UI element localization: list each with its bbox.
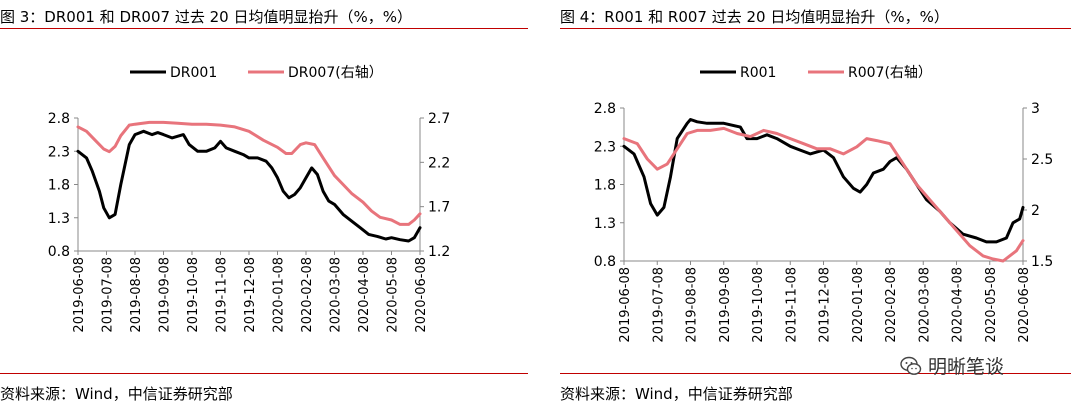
y-left-tick-label: 1.3 [48, 211, 70, 227]
legend-label: R007(右轴） [848, 65, 932, 81]
x-tick-label: 2020-03-08 [329, 257, 344, 333]
watermark: 明晰笔谈 [900, 352, 1004, 379]
y-left-tick-label: 1.3 [594, 216, 616, 232]
y-left-tick-label: 1.8 [48, 178, 70, 194]
line-chart-dr: 0.8 1.3 1.8 2.3 2.8 1.2 1.7 2.2 2.7 2019-06-08 201… [48, 65, 451, 333]
x-tick-label: 2020-02-08 [300, 257, 315, 333]
x-tick-label: 2019-09-08 [158, 257, 173, 333]
figure-4-panel: 图 4：R001 和 R007 过去 20 日均值明显抬升（%，%） 0.8 1.… [560, 0, 1071, 414]
x-tick-label: 2019-06-08 [618, 267, 633, 343]
x-tick-label: 2019-12-08 [243, 257, 258, 333]
wechat-icon [900, 356, 922, 375]
y-right-tick-label: 2.5 [1031, 152, 1053, 168]
source-note: 资料来源：Wind，中信证券研究部 [0, 385, 233, 403]
y-right-tick-label: 3 [1031, 101, 1040, 117]
series-line-dr001 [76, 129, 422, 243]
x-tick-label: 2020-01-08 [851, 267, 866, 343]
x-tick-label: 2019-08-08 [685, 267, 700, 343]
y-left-tick-label: 0.8 [594, 254, 616, 270]
y-left-tick-label: 2.3 [594, 139, 616, 155]
x-tick-label: 2019-07-08 [651, 267, 666, 343]
series-line-r001 [622, 118, 1025, 244]
y-right-tick-label: 2.2 [428, 155, 450, 171]
y-right-tick-label: 1.2 [428, 244, 450, 260]
x-tick-label: 2020-05-08 [984, 267, 999, 343]
x-tick-label: 2019-08-08 [129, 257, 144, 333]
line-chart-r: 0.8 1.3 1.8 2.3 2.8 1.5 2 2.5 3 2019-06-08 2019-07… [594, 65, 1054, 343]
x-tick-label: 2019-06-08 [72, 257, 87, 333]
y-right-tick-label: 2.7 [428, 111, 450, 127]
series-line-dr007 [76, 120, 422, 226]
x-tick-label: 2020-06-08 [1017, 267, 1032, 343]
source-divider [560, 373, 1071, 374]
figure-title: 图 4：R001 和 R007 过去 20 日均值明显抬升（%，%） [560, 8, 949, 26]
x-tick-label: 2019-10-08 [186, 257, 201, 333]
source-divider [0, 373, 528, 374]
x-tick-label: 2020-04-08 [357, 257, 372, 333]
legend-label: DR007(右轴） [288, 65, 383, 81]
figure-3-panel: 图 3：DR001 和 DR007 过去 20 日均值明显抬升（%，%） 0.8… [0, 0, 528, 414]
y-left-tick-label: 2.3 [48, 144, 70, 160]
x-tick-label: 2020-03-08 [917, 267, 932, 343]
watermark-text: 明晰笔谈 [928, 356, 1005, 378]
x-tick-label: 2020-06-08 [414, 257, 429, 333]
y-right-tick-label: 1.5 [1031, 254, 1053, 270]
source-note: 资料来源：Wind，中信证券研究部 [560, 385, 793, 403]
y-right-tick-label: 2 [1031, 203, 1040, 219]
x-tick-label: 2019-10-08 [751, 267, 766, 343]
x-tick-label: 2020-02-08 [884, 267, 899, 343]
series-line-r007 [622, 126, 1025, 263]
title-divider [560, 28, 1071, 29]
x-tick-label: 2020-04-08 [951, 267, 966, 343]
legend-label: R001 [740, 65, 776, 81]
title-divider [0, 28, 528, 29]
y-left-tick-label: 1.8 [594, 178, 616, 194]
y-left-tick-label: 0.8 [48, 244, 70, 260]
x-tick-label: 2020-01-08 [272, 257, 287, 333]
y-right-tick-label: 1.7 [428, 200, 450, 216]
legend-label: DR001 [170, 65, 217, 81]
x-tick-label: 2019-09-08 [718, 267, 733, 343]
y-left-tick-label: 2.8 [48, 111, 70, 127]
x-tick-label: 2019-11-08 [784, 267, 799, 343]
figure-title: 图 3：DR001 和 DR007 过去 20 日均值明显抬升（%，%） [0, 8, 412, 26]
x-tick-label: 2019-07-08 [101, 257, 116, 333]
x-tick-label: 2019-12-08 [818, 267, 833, 343]
y-left-tick-label: 2.8 [594, 101, 616, 117]
x-tick-label: 2019-11-08 [215, 257, 230, 333]
x-tick-label: 2020-05-08 [386, 257, 401, 333]
